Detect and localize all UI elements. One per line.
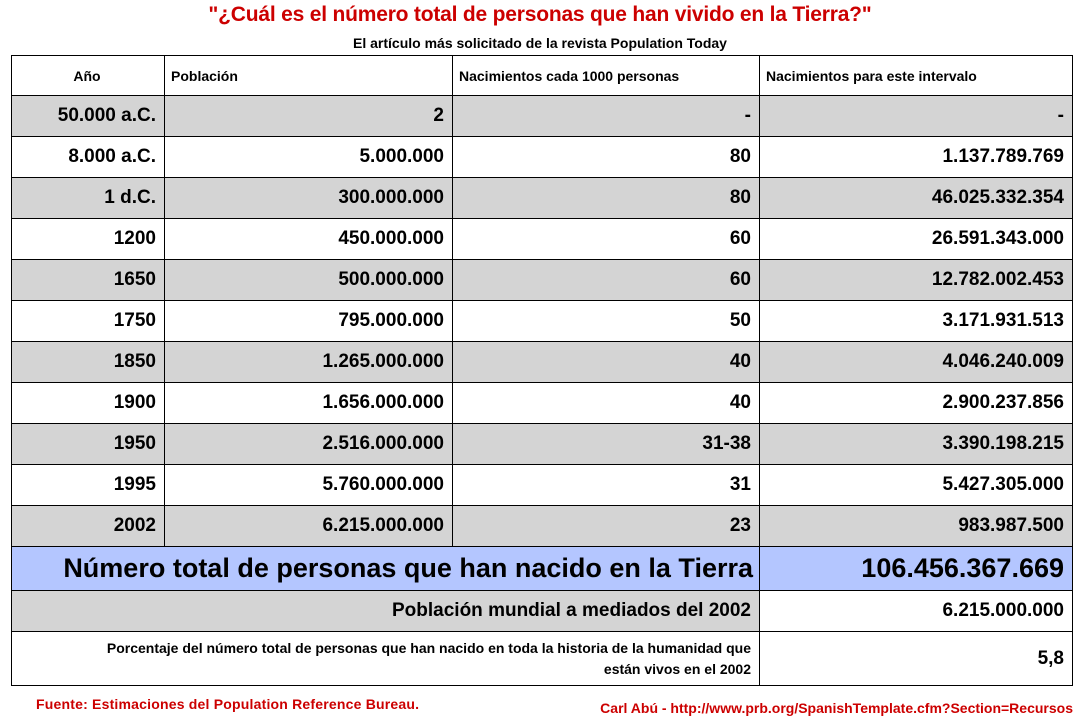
cell-births: -: [759, 95, 1073, 137]
table-row: 1900 1.656.000.000 40 2.900.237.856: [11, 382, 1073, 424]
cell-birth-rate: 80: [452, 136, 760, 178]
cell-year: 1950: [11, 423, 165, 465]
cell-year: 1200: [11, 218, 165, 260]
cell-year: 50.000 a.C.: [11, 95, 165, 137]
source-note: Fuente: Estimaciones del Population Refe…: [36, 696, 420, 712]
table-row: 1650 500.000.000 60 12.782.002.453: [11, 259, 1073, 301]
cell-population: 1.265.000.000: [164, 341, 453, 383]
cell-year: 1995: [11, 464, 165, 506]
cell-birth-rate: 60: [452, 218, 760, 260]
percentage-row: Porcentaje del número total de personas …: [11, 631, 1073, 686]
table-row: 1950 2.516.000.000 31-38 3.390.198.215: [11, 423, 1073, 465]
cell-birth-rate: 40: [452, 341, 760, 383]
cell-birth-rate: 31-38: [452, 423, 760, 465]
cell-population: 500.000.000: [164, 259, 453, 301]
total-value: 106.456.367.669: [759, 546, 1073, 591]
cell-births: 12.782.002.453: [759, 259, 1073, 301]
cell-births: 1.137.789.769: [759, 136, 1073, 178]
header-population: Población: [164, 55, 453, 96]
cell-year: 1750: [11, 300, 165, 342]
cell-population: 5.760.000.000: [164, 464, 453, 506]
world-population-row: Población mundial a mediados del 2002 6.…: [11, 590, 1073, 632]
cell-birth-rate: 50: [452, 300, 760, 342]
cell-population: 2: [164, 95, 453, 137]
cell-births: 5.427.305.000: [759, 464, 1073, 506]
header-birth-rate: Nacimientos cada 1000 personas: [452, 55, 760, 96]
table-row: 8.000 a.C. 5.000.000 80 1.137.789.769: [11, 136, 1073, 178]
table-row: 1995 5.760.000.000 31 5.427.305.000: [11, 464, 1073, 506]
header-year: Año: [11, 55, 165, 96]
cell-birth-rate: -: [452, 95, 760, 137]
page-subtitle: El artículo más solicitado de la revista…: [353, 35, 727, 51]
cell-births: 46.025.332.354: [759, 177, 1073, 219]
table-row: 1750 795.000.000 50 3.171.931.513: [11, 300, 1073, 342]
table-row: 2002 6.215.000.000 23 983.987.500: [11, 505, 1073, 547]
header-births: Nacimientos para este intervalo: [759, 55, 1073, 96]
cell-population: 795.000.000: [164, 300, 453, 342]
cell-births: 4.046.240.009: [759, 341, 1073, 383]
cell-births: 2.900.237.856: [759, 382, 1073, 424]
total-row: Número total de personas que han nacido …: [11, 546, 1073, 591]
table-row: 1 d.C. 300.000.000 80 46.025.332.354: [11, 177, 1073, 219]
cell-year: 1 d.C.: [11, 177, 165, 219]
page-title: "¿Cuál es el número total de personas qu…: [208, 3, 872, 26]
cell-births: 3.171.931.513: [759, 300, 1073, 342]
percentage-label: Porcentaje del número total de personas …: [11, 631, 760, 686]
cell-year: 1850: [11, 341, 165, 383]
cell-birth-rate: 23: [452, 505, 760, 547]
percentage-value: 5,8: [759, 631, 1073, 686]
cell-population: 450.000.000: [164, 218, 453, 260]
cell-year: 1900: [11, 382, 165, 424]
cell-birth-rate: 80: [452, 177, 760, 219]
credit-link[interactable]: Carl Abú - http://www.prb.org/SpanishTem…: [600, 700, 1073, 716]
cell-population: 300.000.000: [164, 177, 453, 219]
cell-birth-rate: 31: [452, 464, 760, 506]
cell-births: 3.390.198.215: [759, 423, 1073, 465]
table-header-row: Año Población Nacimientos cada 1000 pers…: [11, 55, 1073, 96]
world-population-value: 6.215.000.000: [759, 590, 1073, 632]
cell-births: 983.987.500: [759, 505, 1073, 547]
population-table: Año Población Nacimientos cada 1000 pers…: [11, 55, 1073, 686]
cell-population: 1.656.000.000: [164, 382, 453, 424]
cell-population: 6.215.000.000: [164, 505, 453, 547]
table-row: 1850 1.265.000.000 40 4.046.240.009: [11, 341, 1073, 383]
cell-year: 2002: [11, 505, 165, 547]
cell-births: 26.591.343.000: [759, 218, 1073, 260]
cell-population: 2.516.000.000: [164, 423, 453, 465]
world-population-label: Población mundial a mediados del 2002: [11, 590, 760, 632]
total-label: Número total de personas que han nacido …: [11, 546, 760, 591]
table-row: 1200 450.000.000 60 26.591.343.000: [11, 218, 1073, 260]
table-row: 50.000 a.C. 2 - -: [11, 95, 1073, 137]
cell-population: 5.000.000: [164, 136, 453, 178]
cell-year: 8.000 a.C.: [11, 136, 165, 178]
cell-year: 1650: [11, 259, 165, 301]
cell-birth-rate: 40: [452, 382, 760, 424]
cell-birth-rate: 60: [452, 259, 760, 301]
